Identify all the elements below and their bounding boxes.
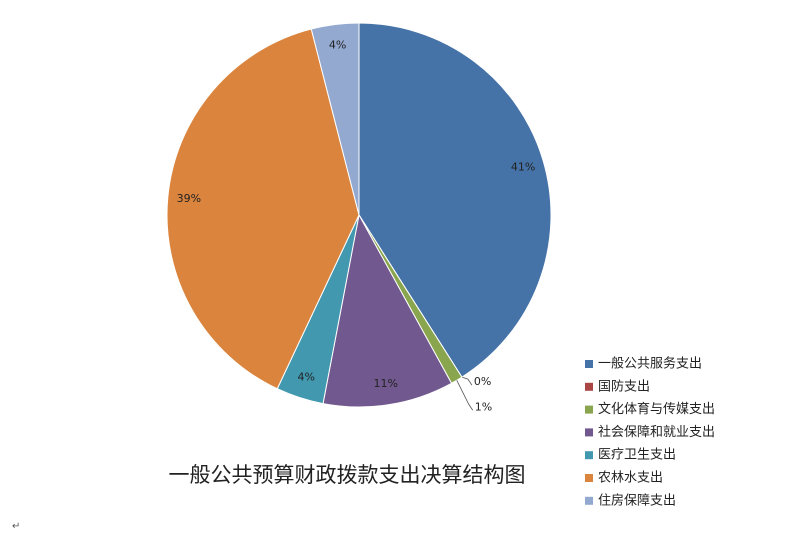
- legend-label: 住房保障支出: [598, 492, 676, 508]
- legend-label: 社会保障和就业支出: [598, 424, 715, 440]
- legend-swatch: [585, 360, 593, 368]
- legend-swatch: [585, 382, 593, 391]
- pie-slice: [310, 22, 360, 216]
- legend-swatch: [585, 405, 593, 414]
- legend-label: 农林水支出: [598, 471, 663, 486]
- legend-label: 文化体育与传媒支出: [598, 401, 715, 417]
- data-label: 1%: [475, 400, 492, 413]
- pie-slice: [322, 213, 453, 408]
- data-label: 0%: [474, 375, 491, 388]
- chart-title: 一般公共预算财政拨款支出决算结构图: [169, 463, 526, 487]
- legend-label: 一般公共服务支出: [598, 356, 702, 372]
- leader-line: [461, 376, 473, 386]
- legend-swatch: [585, 428, 593, 437]
- data-label: 4%: [297, 371, 314, 384]
- pie-slice: [358, 22, 552, 378]
- data-label: 39%: [177, 192, 201, 205]
- leader-line: [456, 380, 474, 411]
- data-label: 11%: [374, 377, 398, 390]
- legend-label: 国防支出: [598, 378, 650, 394]
- legend-swatch: [585, 496, 593, 505]
- legend-swatch: [585, 451, 593, 460]
- data-label: 41%: [511, 160, 535, 173]
- data-label: 4%: [329, 38, 346, 51]
- legend-label: 医疗卫生支出: [598, 448, 676, 463]
- legend-swatch: [585, 474, 593, 482]
- pie-slice: [166, 28, 360, 390]
- paragraph-mark: ↵: [12, 521, 20, 532]
